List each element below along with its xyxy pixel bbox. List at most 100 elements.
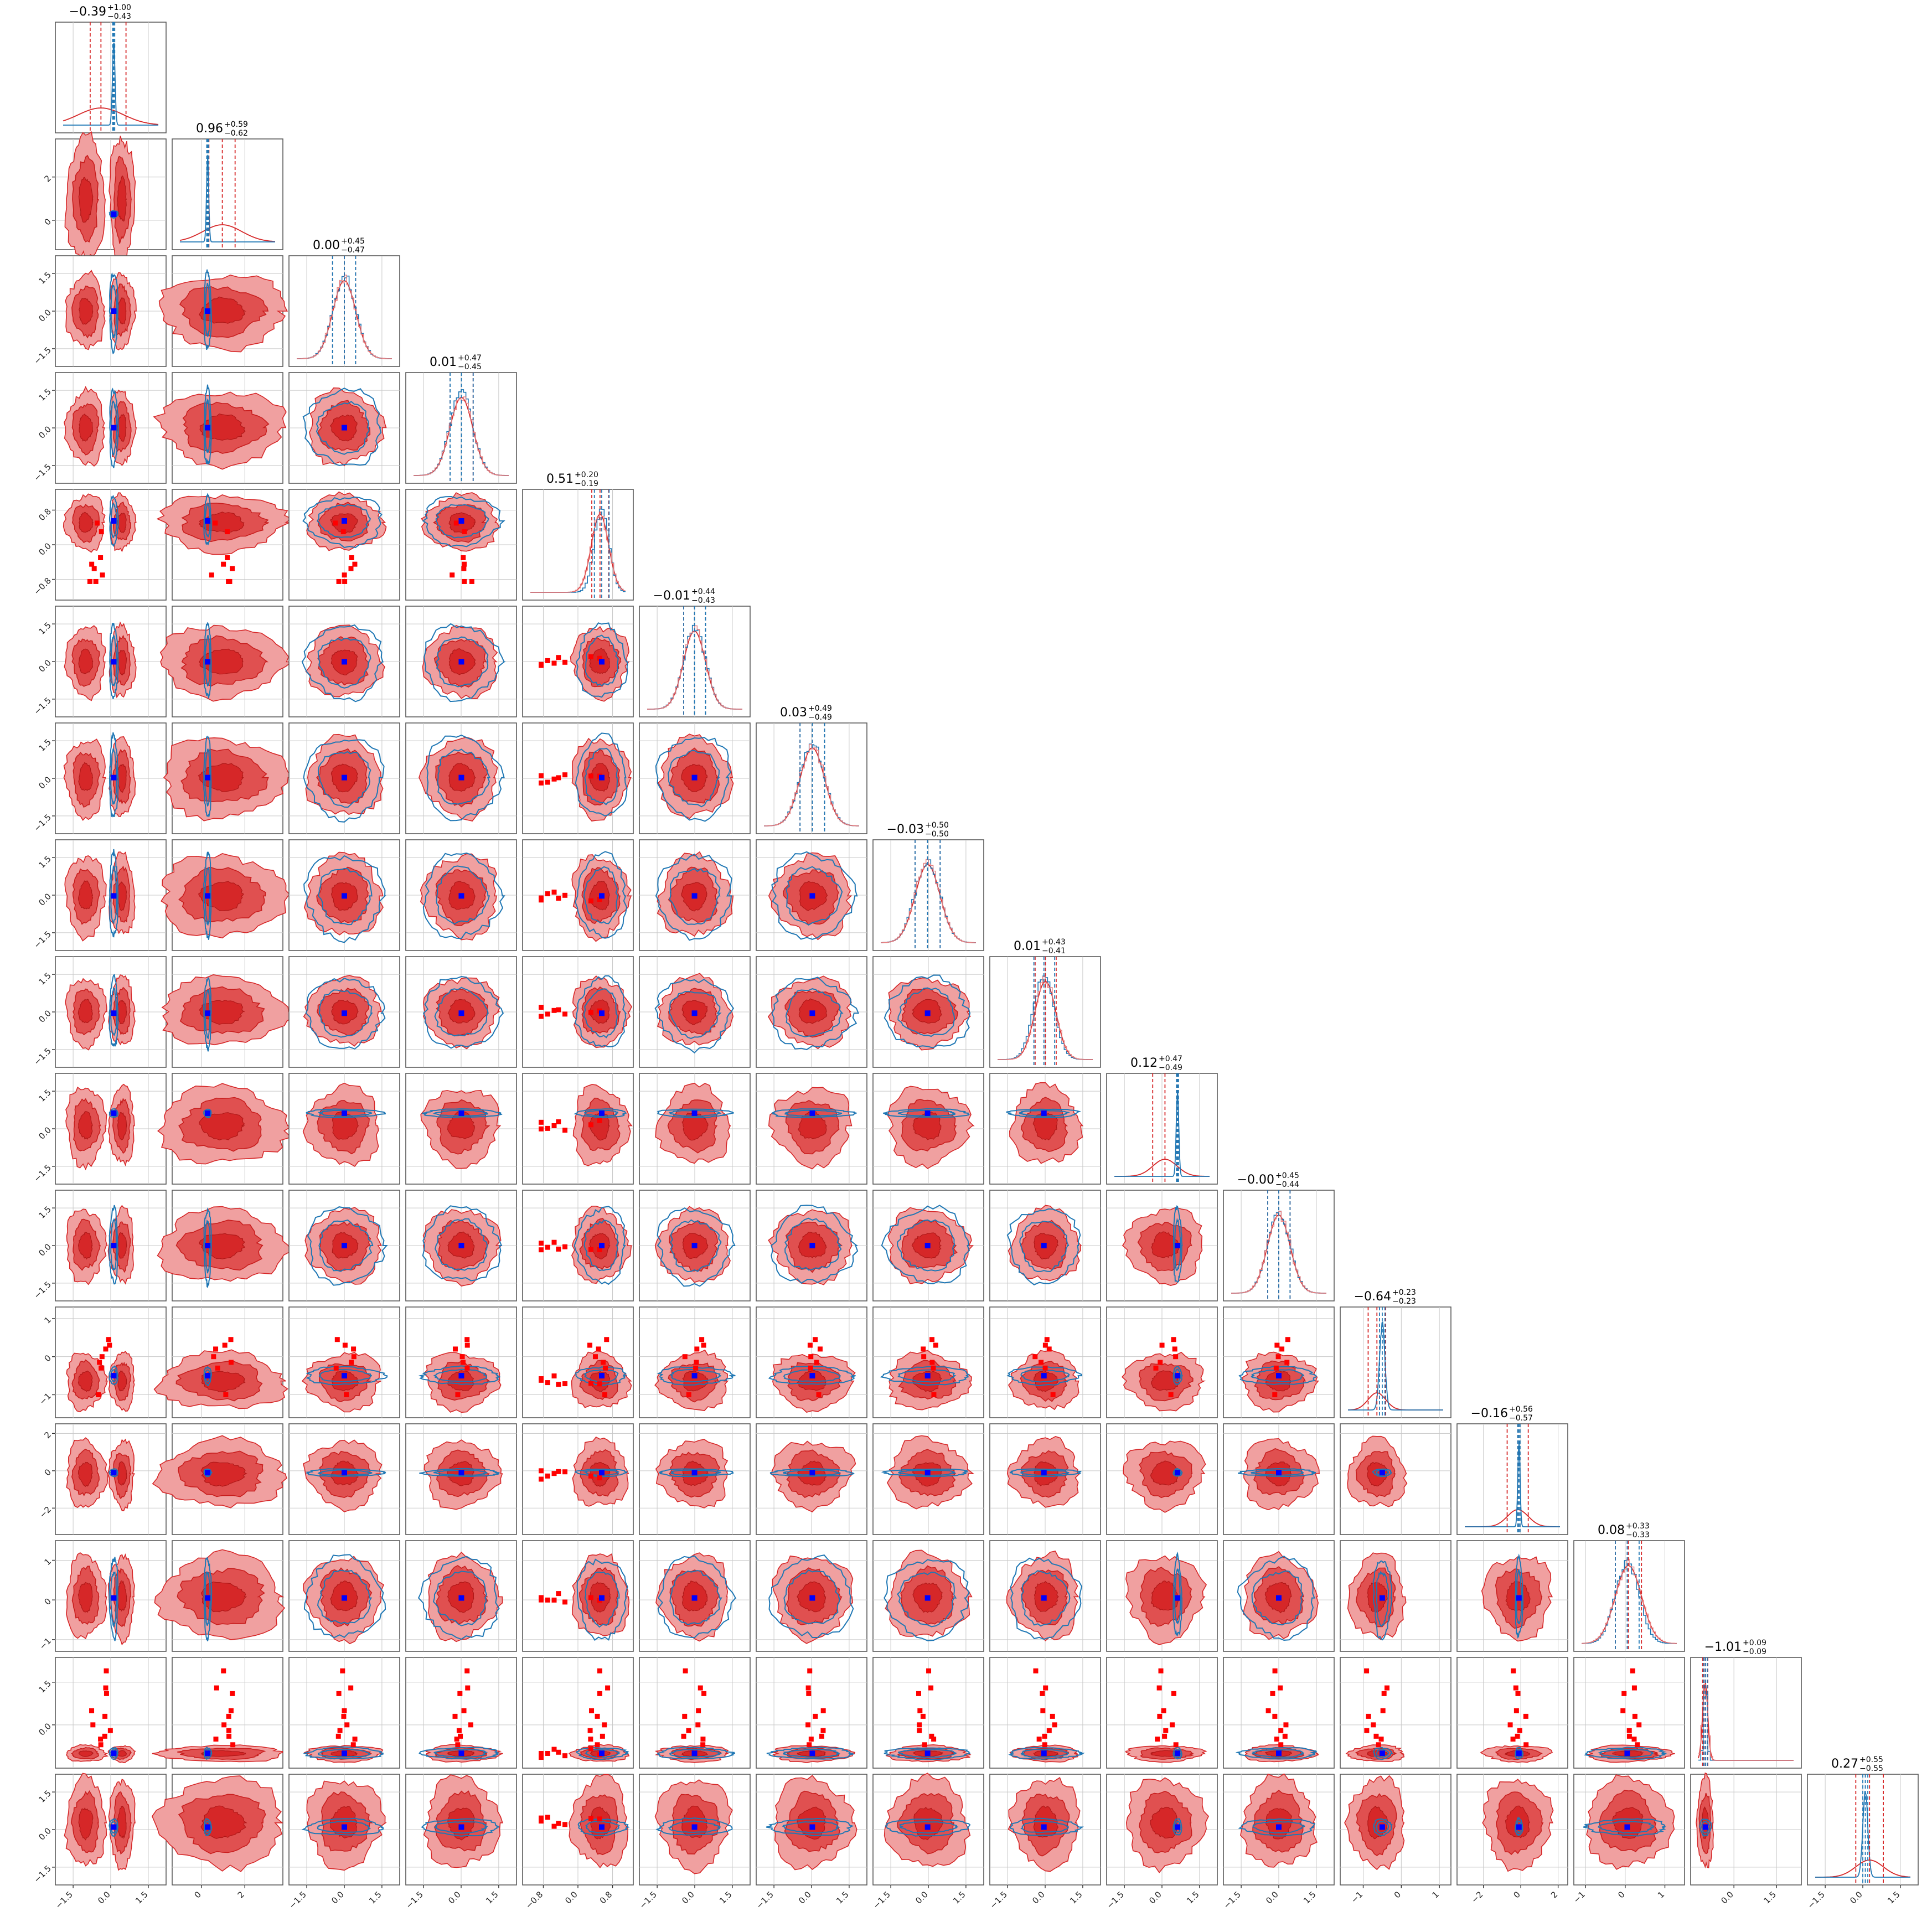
y-tick-label: 0.0 [37,307,53,324]
outlier-marker [225,555,230,560]
panel-14-1 [152,1657,283,1769]
contour-blue-inner [316,401,370,455]
outlier-marker [701,1691,707,1696]
outlier-marker [230,1691,235,1696]
contour-blue-outer [303,739,385,823]
truth-marker [342,518,347,524]
panel-8-5 [639,956,751,1068]
marginal-title-median: 0.03 [780,706,807,720]
contour-blue-outer [419,1365,501,1385]
contour-blue-outer [301,1817,384,1836]
panel-11-5 [639,1306,751,1418]
marginal-title-minus: −0.41 [1042,947,1066,955]
truth-marker [342,1595,347,1601]
contour-blue-outer [576,1558,628,1641]
contour-red-inner [78,1807,94,1841]
truth-marker [1041,1110,1047,1116]
outlier-marker [545,658,550,663]
panel-2-2: 0.00 +0.45−0.47 [288,237,400,367]
contour-blue-outer [426,735,505,822]
panel-8-4 [522,956,634,1068]
contour-blue-inner [668,1820,721,1833]
contour-blue-outer [883,1108,970,1118]
y-tick-label: 0.8 [37,507,53,523]
contour-blue-inner [110,1369,117,1383]
outlier-marker [107,1342,112,1348]
outlier-marker [334,1337,340,1342]
panel-10-2 [288,1190,400,1301]
panel-6-3 [405,722,517,834]
contour-blue-outer [1172,1818,1182,1836]
y-tick-label: −1.5 [32,1863,53,1884]
panel-8-0: −1.5 0.0 1.5 [32,956,167,1068]
contour-blue-inner [584,1571,620,1628]
panel-11-10 [1223,1306,1335,1418]
panel-13-6 [756,1540,867,1652]
truth-marker [111,659,117,665]
truth-marker [342,1010,347,1016]
panel-15-2: −1.5 0.0 1.5 [287,1774,400,1911]
outlier-marker [551,1747,557,1752]
panel-2-1 [158,255,288,367]
contour-red-inner [78,298,94,325]
outlier-marker [820,1708,826,1713]
panel-7-6 [756,839,867,951]
panel-15-14: 0.0 1.5 [1690,1772,1802,1906]
outlier-marker [917,1728,922,1733]
y-tick-label: 1.5 [37,970,53,987]
outlier-marker [1046,1728,1052,1733]
panel-5-1 [159,606,293,717]
outlier-marker [588,654,593,659]
contour-blue-inner [583,866,619,924]
panel-14-5 [639,1657,751,1769]
outlier-marker [209,572,214,578]
x-tick-label: 0 [1512,1889,1522,1900]
contour-blue-outer [419,1747,500,1760]
outlier-marker [551,776,557,782]
outlier-marker [808,1354,814,1360]
outlier-marker [539,1241,544,1246]
contour-red-inner [79,414,94,442]
outlier-marker [545,779,550,785]
outlier-marker [814,1360,819,1365]
truth-marker [924,1470,931,1476]
panel-11-11: −0.64 +0.23−0.23 [1340,1288,1451,1418]
outlier-marker [920,1713,926,1719]
truth-marker [205,1470,211,1476]
marginal-title-median: 0.51 [546,472,574,486]
outlier-marker [545,1473,550,1479]
outlier-marker [214,1685,219,1691]
panel-9-7 [872,1073,984,1185]
outlier-marker [461,555,466,560]
outlier-marker [1279,1346,1285,1352]
contour-blue-inner [433,1469,488,1476]
outlier-marker [87,578,92,584]
x-tick-label: 2 [1549,1889,1559,1900]
y-tick-label: 0.0 [37,658,53,674]
panel-7-1 [161,839,292,951]
outlier-marker [1632,1713,1637,1719]
outlier-marker [1044,1337,1050,1342]
y-tick-label: −1.5 [32,695,53,716]
outlier-marker [462,561,467,567]
contour-blue-outer [203,269,213,350]
outlier-marker [1364,1728,1370,1733]
x-tick-label: 1.5 [133,1889,150,1906]
panel-13-13: 0.08 +0.33−0.33 [1573,1522,1685,1652]
outlier-marker [464,1365,470,1371]
truth-marker [691,893,698,899]
x-tick-label: −1.5 [1805,1889,1826,1910]
outlier-marker [562,1599,568,1605]
outlier-marker [464,1668,470,1673]
contour-blue-outer [1172,1551,1183,1637]
contour-blue-outer [574,1108,627,1118]
truth-marker [691,774,698,781]
outlier-marker [808,1365,813,1371]
contour-blue-inner [782,1820,841,1834]
x-tick-label: 0 [1392,1889,1403,1900]
marginal-title-plus: +0.55 [1859,1755,1883,1764]
contour-blue-inner [670,1219,722,1273]
panel-15-12: −2 0 2 [1456,1774,1568,1905]
outlier-marker [461,1360,466,1365]
x-tick-label: 0.0 [563,1889,580,1906]
